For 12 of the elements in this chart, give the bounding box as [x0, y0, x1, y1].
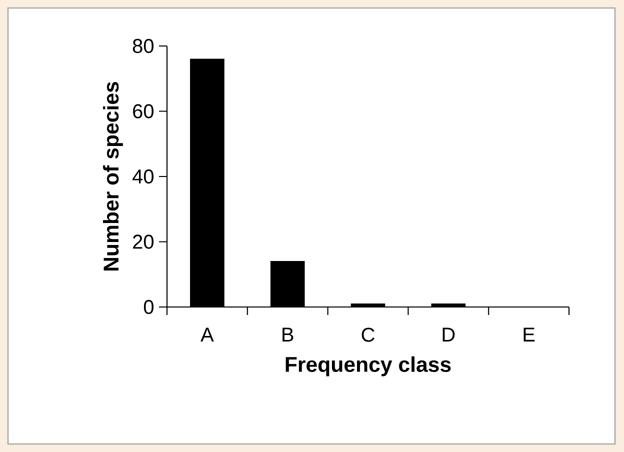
- x-axis-title: Frequency class: [286, 356, 451, 376]
- y-tick-label: 0: [144, 300, 154, 314]
- y-axis-title: Number of species: [103, 82, 123, 271]
- x-tick-label: B: [282, 328, 294, 342]
- y-tick-label: 20: [133, 234, 154, 249]
- x-tick-label: E: [524, 328, 535, 342]
- x-tick-label: D: [442, 328, 455, 342]
- x-tick-label: C: [362, 328, 374, 342]
- y-tick-label: 40: [132, 169, 154, 184]
- y-tick-label: 60: [133, 104, 154, 118]
- x-tick-label: A: [200, 328, 214, 342]
- y-tick-label: 80: [132, 38, 154, 54]
